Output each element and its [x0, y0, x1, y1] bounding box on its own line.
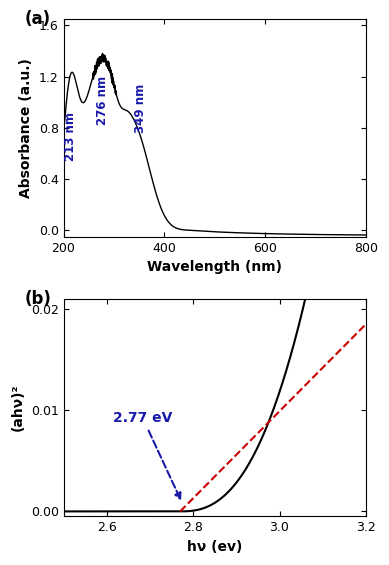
- Y-axis label: Absorbance (a.u.): Absorbance (a.u.): [19, 58, 33, 198]
- Text: 2.77 eV: 2.77 eV: [113, 411, 180, 499]
- Text: 349 nm: 349 nm: [134, 84, 147, 133]
- Y-axis label: (ahν)²: (ahν)²: [11, 384, 25, 431]
- Text: 213 nm: 213 nm: [64, 112, 77, 161]
- X-axis label: Wavelength (nm): Wavelength (nm): [147, 260, 282, 274]
- Text: (b): (b): [24, 290, 51, 308]
- X-axis label: hν (ev): hν (ev): [187, 540, 242, 554]
- Text: (a): (a): [24, 10, 50, 28]
- Text: 276 nm: 276 nm: [96, 76, 109, 125]
